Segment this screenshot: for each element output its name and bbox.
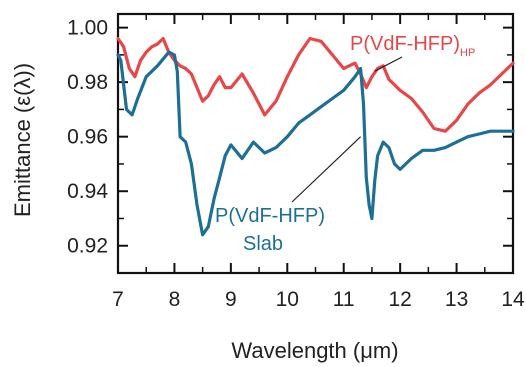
x-tick-label: 9 [225, 288, 237, 311]
y-tick-label: 0.92 [67, 235, 108, 258]
leader-line-slab [291, 136, 362, 203]
x-tick-label: 7 [112, 288, 124, 311]
series-label-slab: P(VdF-HFP) [215, 205, 325, 227]
x-tick-label: 11 [333, 288, 355, 311]
x-tick-label: 12 [388, 288, 411, 311]
leader-line-hp [374, 56, 403, 72]
x-axis-title: Wavelength (μm) [231, 338, 398, 363]
x-tick-label: 8 [169, 288, 181, 311]
y-tick-label: 0.98 [67, 71, 108, 94]
y-axis: 0.92 0.94 0.96 0.98 1.00 [67, 17, 513, 258]
x-tick-label: 13 [445, 288, 468, 311]
series-label-slab-line2: Slab [243, 233, 283, 255]
y-tick-label: 1.00 [67, 17, 108, 40]
x-axis: 7 8 9 10 11 12 13 14 [112, 14, 525, 311]
series-layer [116, 36, 515, 237]
x-tick-label: 10 [276, 288, 299, 311]
y-tick-label: 0.94 [67, 180, 108, 203]
series-line-slab [116, 50, 515, 237]
series-label-hp: P(VdF-HFP)HP [350, 33, 475, 59]
series-line-hp [116, 36, 515, 133]
annotations: P(VdF-HFP)HP P(VdF-HFP) Slab [215, 33, 475, 255]
x-tick-label: 14 [501, 288, 525, 311]
y-tick-label: 0.96 [67, 126, 108, 149]
y-axis-title: Emittance (ε(λ)) [10, 63, 35, 217]
